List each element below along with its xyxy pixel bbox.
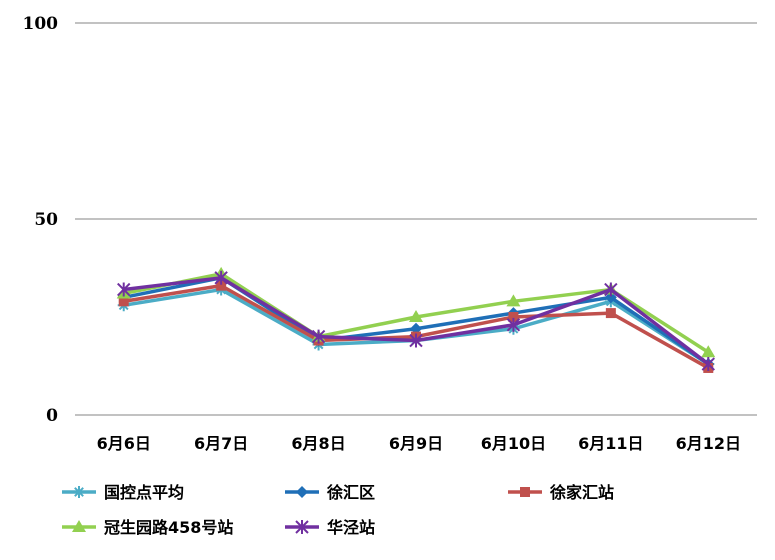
legend-swatch-marker [295, 520, 309, 534]
legend-item: 华泾站 [285, 518, 375, 537]
legend-label: 徐家汇站 [549, 483, 614, 502]
y-tick-label: 50 [34, 210, 58, 230]
data-point [701, 345, 716, 358]
data-point [118, 296, 129, 307]
data-point [117, 282, 131, 297]
legend-item: 冠生园路458号站 [62, 518, 233, 537]
data-point [409, 333, 423, 348]
series-5 [117, 270, 715, 372]
data-point [214, 270, 228, 285]
data-point [605, 308, 616, 319]
gridlines [75, 22, 757, 416]
legend-swatch-marker [72, 520, 86, 532]
data-point [216, 280, 227, 291]
data-point [311, 329, 326, 344]
legend-item: 徐家汇站 [508, 483, 614, 502]
legend-label: 冠生园路458号站 [104, 518, 233, 537]
legend-label: 华泾站 [327, 518, 375, 537]
data-point [506, 317, 521, 332]
y-tick-label: 0 [46, 406, 58, 426]
legend-swatch-marker [296, 486, 308, 498]
data-point [604, 282, 618, 297]
data-point [409, 310, 423, 322]
y-tick-label: 100 [23, 14, 59, 34]
x-tick-label: 6月12日 [676, 434, 741, 453]
x-tick-label: 6月10日 [481, 434, 546, 453]
x-tick-label: 6月8日 [291, 434, 345, 453]
legend-item: 徐汇区 [285, 483, 375, 502]
series-lines [116, 266, 716, 373]
y-axis-tick-labels: 0 50 100 [23, 14, 59, 426]
data-point [701, 357, 715, 372]
legend-swatch-marker [73, 486, 85, 498]
x-axis-tick-labels: 6月6日 6月7日 6月8日 6月9日 6月10日 6月11日 6月12日 [97, 434, 741, 453]
data-point [508, 312, 519, 322]
x-tick-label: 6月7日 [194, 434, 248, 453]
legend-item: 国控点平均 [62, 483, 184, 502]
data-point [506, 294, 521, 307]
x-tick-label: 6月11日 [578, 434, 643, 453]
legend-label: 国控点平均 [104, 483, 184, 502]
x-tick-label: 6月9日 [389, 434, 443, 453]
x-tick-label: 6月6日 [97, 434, 151, 453]
legend-label: 徐汇区 [326, 483, 375, 502]
legend-swatch-marker [520, 487, 530, 497]
